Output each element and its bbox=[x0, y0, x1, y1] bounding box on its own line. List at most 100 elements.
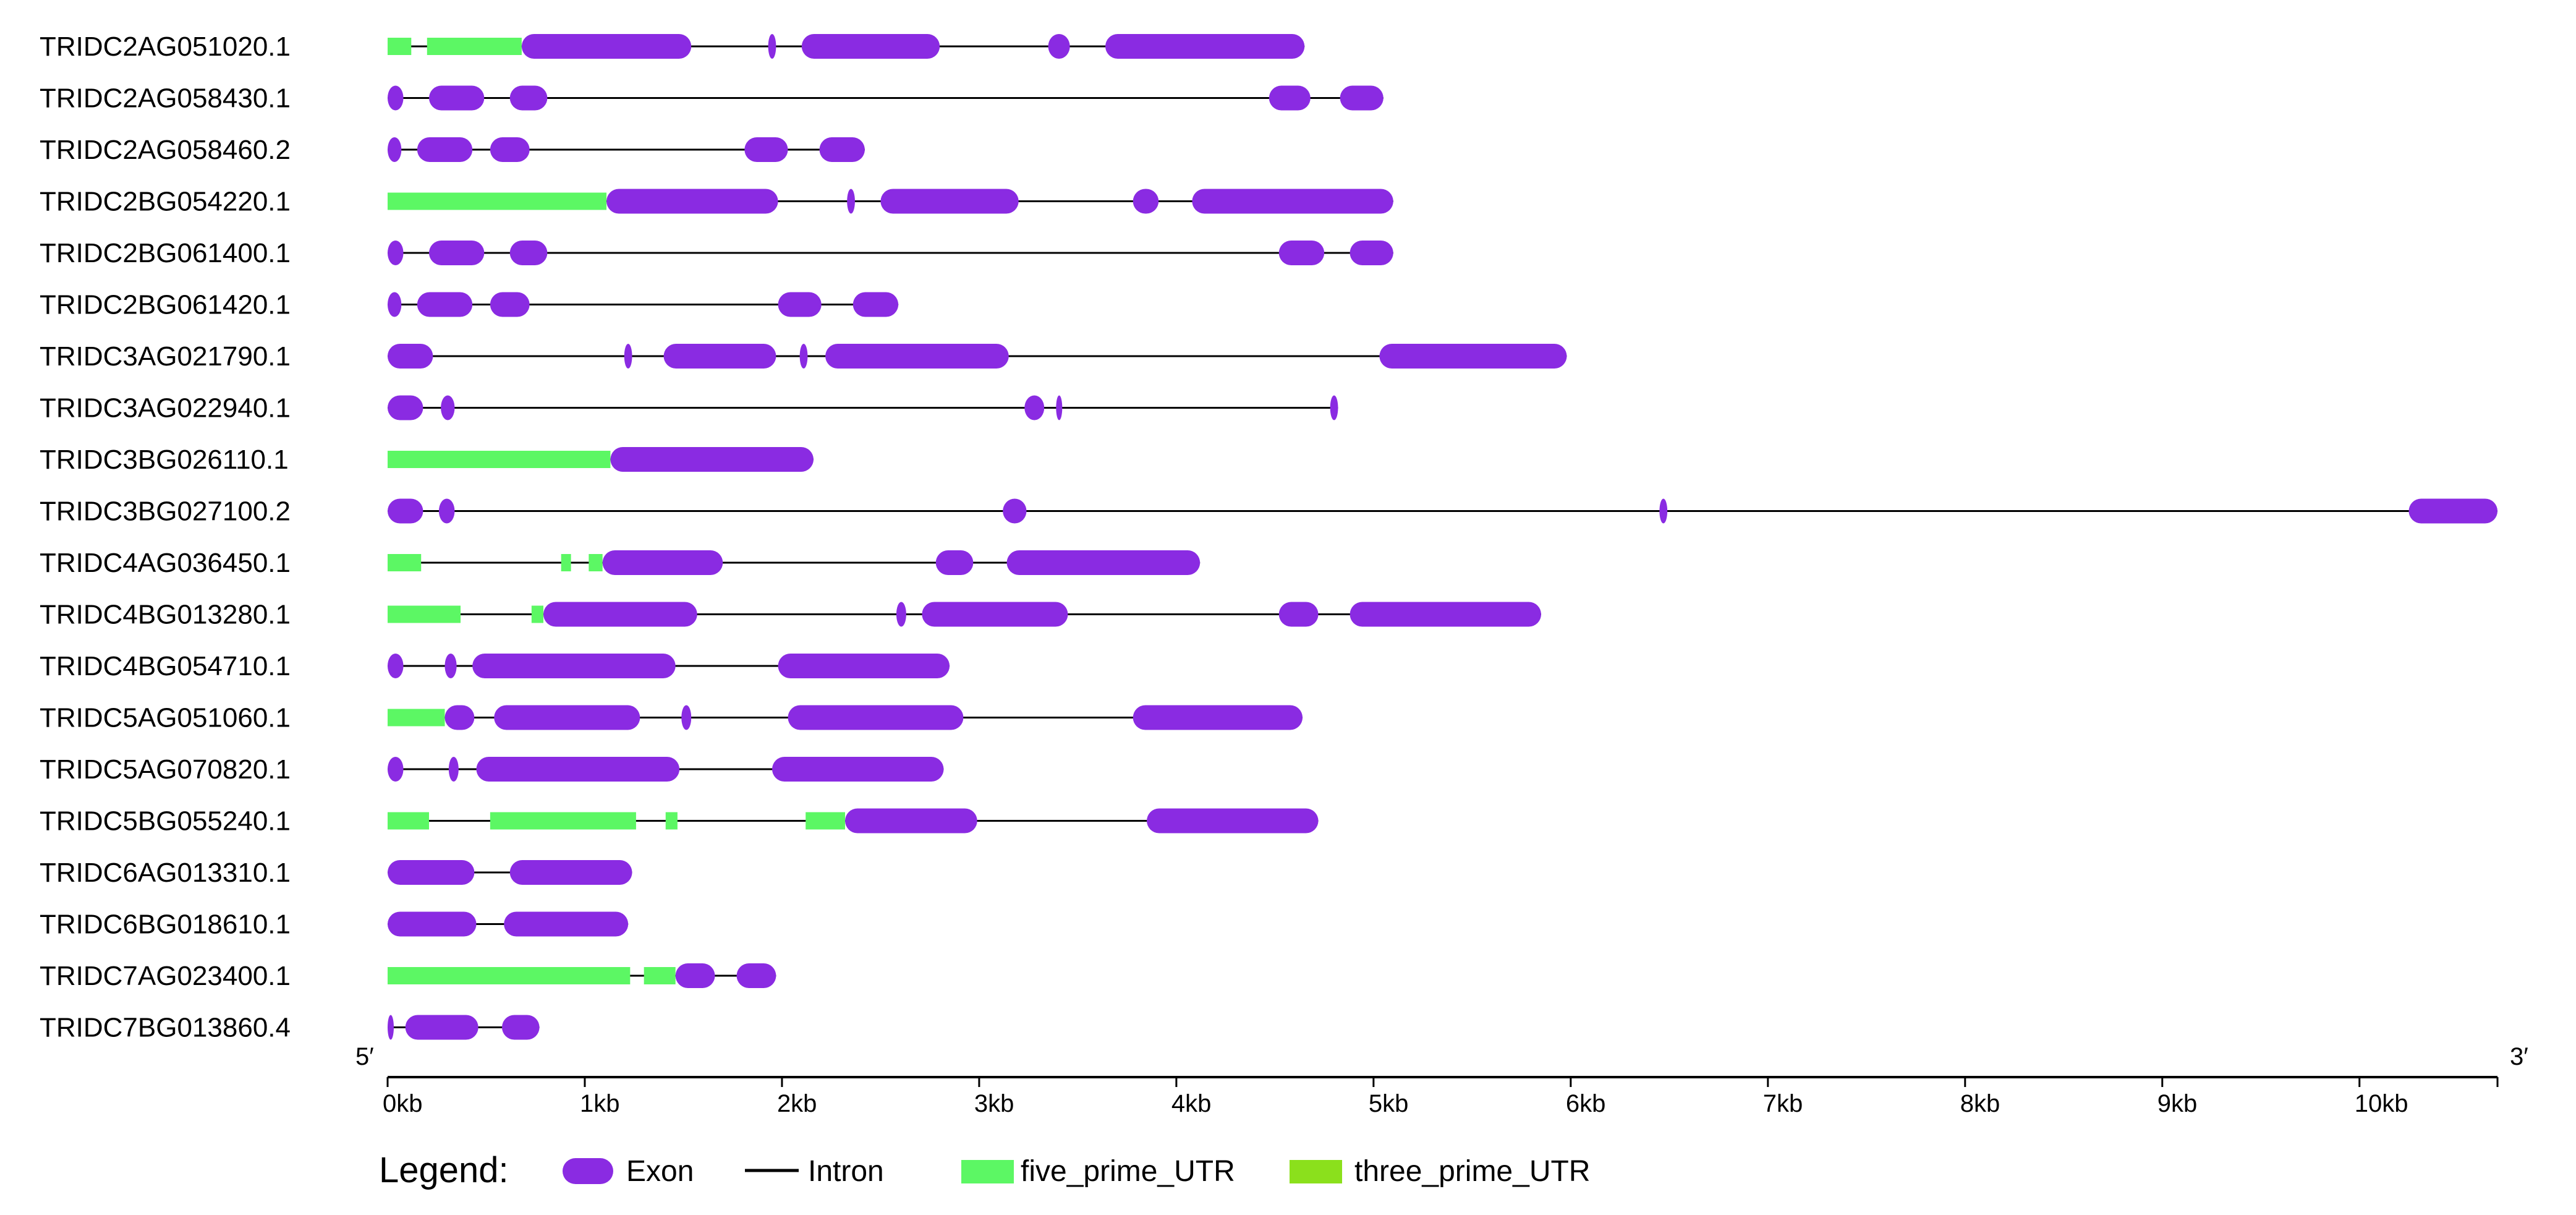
exon-block bbox=[1379, 344, 1567, 369]
exon-block bbox=[405, 1015, 478, 1040]
exon-block bbox=[388, 498, 423, 524]
gene-label: TRIDC7BG013860.4 bbox=[40, 1013, 291, 1043]
legend-five-prime-utr-swatch bbox=[961, 1160, 1014, 1183]
gene-label: TRIDC3BG026110.1 bbox=[40, 445, 289, 475]
exon-block bbox=[819, 137, 865, 162]
exon-block bbox=[472, 654, 676, 678]
axis-tick-label: 2kb bbox=[777, 1090, 817, 1117]
exon-block bbox=[799, 344, 808, 369]
five-prime-utr-segment bbox=[388, 451, 611, 468]
exon-block bbox=[448, 757, 459, 782]
exon-block bbox=[521, 34, 692, 59]
exon-block bbox=[509, 85, 548, 111]
gene-row: TRIDC5BG055240.1 bbox=[40, 806, 1319, 837]
exon-block bbox=[417, 292, 473, 317]
five-prime-utr-segment bbox=[427, 38, 522, 55]
exon-block bbox=[922, 602, 1068, 627]
legend-three-prime-utr-swatch bbox=[1290, 1160, 1342, 1183]
exon-block bbox=[602, 550, 723, 575]
exon-block bbox=[388, 860, 475, 885]
legend-exon-label: Exon bbox=[626, 1155, 694, 1188]
exon-block bbox=[444, 705, 475, 730]
exon-block bbox=[880, 189, 1019, 214]
exon-block bbox=[736, 963, 776, 988]
exon-block bbox=[896, 602, 906, 627]
five-prime-utr-segment bbox=[561, 554, 571, 571]
exon-block bbox=[1133, 705, 1303, 730]
exon-block bbox=[388, 757, 404, 782]
gene-row: TRIDC7BG013860.4 bbox=[40, 1013, 540, 1043]
exon-block bbox=[502, 1015, 540, 1040]
exon-block bbox=[417, 137, 473, 162]
exon-block bbox=[1269, 85, 1311, 111]
exon-block bbox=[388, 1015, 394, 1040]
axis-ticks: 0kb 1kb 2kb 3kb 4kb 5kb 6kb 7kb 8kb 9kb 10kb bbox=[383, 1077, 2499, 1117]
legend-five-prime-utr-label: five_prime_UTR bbox=[1021, 1155, 1235, 1188]
exon-block bbox=[1133, 189, 1159, 214]
exon-block bbox=[444, 654, 457, 678]
legend-three-prime-utr-label: three_prime_UTR bbox=[1354, 1155, 1590, 1188]
exon-block bbox=[1659, 498, 1668, 524]
exon-block bbox=[438, 498, 455, 524]
axis-tick-label: 9kb bbox=[2157, 1090, 2198, 1117]
gene-row: TRIDC2BG061420.1 bbox=[40, 290, 899, 320]
five-prime-utr-segment bbox=[665, 812, 678, 830]
gene-row: TRIDC3AG021790.1 bbox=[40, 341, 1567, 372]
exon-block bbox=[490, 292, 530, 317]
legend-intron-label: Intron bbox=[808, 1155, 884, 1188]
exon-block bbox=[788, 705, 964, 730]
exon-block bbox=[428, 85, 485, 111]
exon-block bbox=[1147, 808, 1319, 833]
five-prime-utr-segment bbox=[531, 605, 543, 623]
five-prime-utr-segment bbox=[388, 38, 412, 55]
exon-block bbox=[778, 654, 950, 678]
exon-block bbox=[681, 705, 692, 730]
gene-label: TRIDC2AG051020.1 bbox=[40, 32, 291, 62]
exon-block bbox=[388, 344, 433, 369]
exon-block bbox=[1350, 241, 1393, 265]
gene-row: TRIDC2BG054220.1 bbox=[40, 187, 1393, 217]
exon-block bbox=[1003, 498, 1027, 524]
exon-block bbox=[778, 292, 822, 317]
exon-block bbox=[1278, 241, 1325, 265]
exon-block bbox=[847, 189, 855, 214]
gene-tracks: TRIDC2AG051020.1 TRIDC2AG058430.1 TRIDC2AG… bbox=[40, 32, 2497, 1043]
exon-block bbox=[509, 860, 632, 885]
exon-block bbox=[1024, 395, 1045, 420]
exon-block bbox=[606, 189, 778, 214]
gene-label: TRIDC2AG058430.1 bbox=[40, 83, 291, 114]
gene-label: TRIDC4BG054710.1 bbox=[40, 651, 291, 681]
legend: Legend: Exon Intron five_prime_UTR three… bbox=[379, 1150, 1590, 1190]
exon-block bbox=[543, 602, 697, 627]
exon-block bbox=[744, 137, 788, 162]
legend-title: Legend: bbox=[379, 1150, 509, 1190]
gene-label: TRIDC4BG013280.1 bbox=[40, 600, 291, 630]
gene-row: TRIDC7AG023400.1 bbox=[40, 961, 776, 991]
gene-row: TRIDC3AG022940.1 bbox=[40, 393, 1338, 424]
exon-block bbox=[504, 911, 629, 937]
five-prime-utr-segment bbox=[388, 605, 461, 623]
gene-row: TRIDC2AG051020.1 bbox=[40, 32, 1305, 62]
gene-row: TRIDC6AG013310.1 bbox=[40, 858, 632, 888]
gene-row: TRIDC4BG013280.1 bbox=[40, 600, 1541, 630]
five-prime-utr-segment bbox=[388, 967, 631, 984]
x-axis: 0kb 1kb 2kb 3kb 4kb 5kb 6kb 7kb 8kb 9kb 10kb 5′ 3′ bbox=[355, 1043, 2528, 1117]
five-prime-utr-segment bbox=[388, 192, 607, 210]
axis-tick-label: 4kb bbox=[1171, 1090, 1212, 1117]
exon-block bbox=[388, 241, 404, 265]
exon-block bbox=[852, 292, 899, 317]
exon-block bbox=[1278, 602, 1319, 627]
five-prime-utr-segment bbox=[806, 812, 846, 830]
five-prime-utr-segment bbox=[490, 812, 636, 830]
exon-block bbox=[1340, 85, 1384, 111]
gene-label: TRIDC6AG013310.1 bbox=[40, 858, 291, 888]
exon-block bbox=[388, 911, 477, 937]
exon-block bbox=[476, 757, 680, 782]
exon-block bbox=[610, 447, 814, 472]
legend-exon-swatch bbox=[563, 1158, 613, 1184]
gene-row: TRIDC3BG026110.1 bbox=[40, 445, 814, 475]
exon-block bbox=[825, 344, 1009, 369]
gene-row: TRIDC4AG036450.1 bbox=[40, 548, 1201, 578]
axis-tick-label: 8kb bbox=[1960, 1090, 2000, 1117]
